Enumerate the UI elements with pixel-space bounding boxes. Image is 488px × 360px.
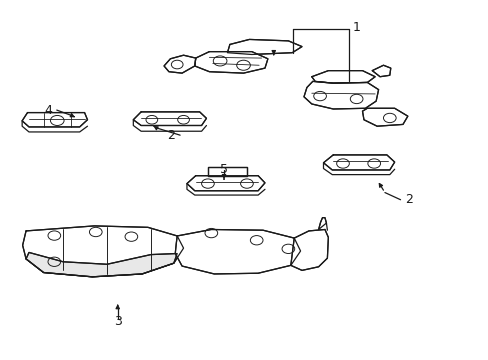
Polygon shape xyxy=(290,229,328,270)
Text: 5: 5 xyxy=(220,163,227,176)
Polygon shape xyxy=(304,81,378,109)
Polygon shape xyxy=(22,113,87,127)
Polygon shape xyxy=(207,167,246,176)
Polygon shape xyxy=(323,155,394,170)
Polygon shape xyxy=(371,65,390,77)
Text: 1: 1 xyxy=(352,21,360,34)
Polygon shape xyxy=(163,55,195,73)
Polygon shape xyxy=(22,226,183,277)
Text: 3: 3 xyxy=(114,315,122,328)
Text: 2: 2 xyxy=(405,193,412,206)
Polygon shape xyxy=(227,40,302,54)
Text: 4: 4 xyxy=(44,104,52,117)
Polygon shape xyxy=(318,218,326,229)
Polygon shape xyxy=(362,108,407,126)
Polygon shape xyxy=(186,176,264,191)
Polygon shape xyxy=(133,112,206,126)
Polygon shape xyxy=(175,229,300,274)
Polygon shape xyxy=(194,51,267,73)
Text: 2: 2 xyxy=(167,129,175,142)
Polygon shape xyxy=(26,252,177,277)
Polygon shape xyxy=(311,71,374,83)
